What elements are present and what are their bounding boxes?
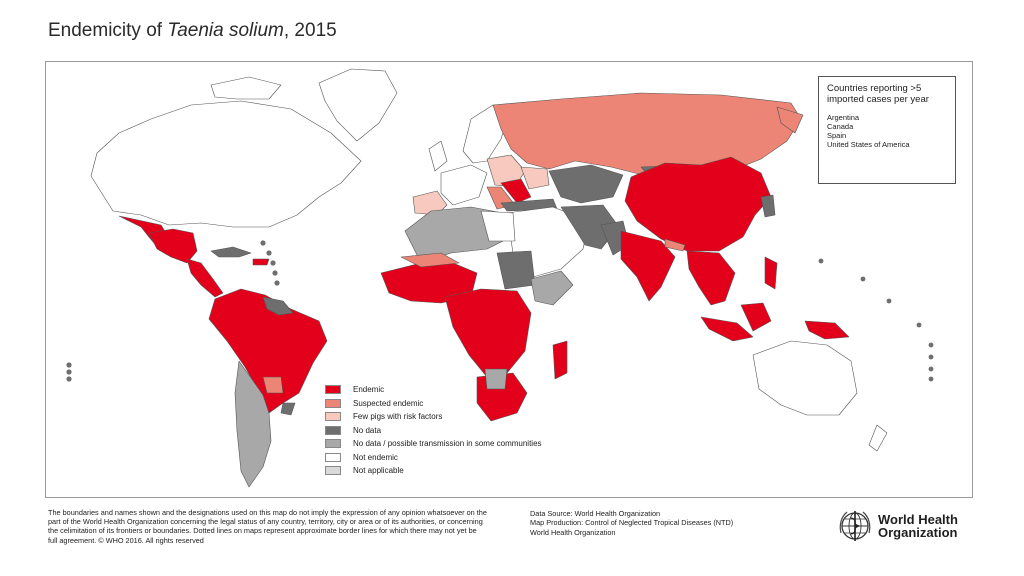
island-marker [886, 298, 892, 304]
legend-item: Not applicable [325, 464, 542, 478]
legend-swatch [325, 398, 341, 408]
legend-swatch [325, 425, 341, 435]
region-sudan [496, 250, 536, 290]
legend-item: Not endemic [325, 451, 542, 465]
island-marker [266, 250, 272, 256]
imported-cases-box: Countries reporting >5 imported cases pe… [818, 76, 956, 184]
region-eastern-europe [500, 178, 532, 204]
region-north-america [90, 100, 362, 228]
region-madagascar [552, 340, 568, 380]
world-map [66, 68, 934, 488]
legend-item: Few pigs with risk factors [325, 410, 542, 424]
region-australia [752, 340, 858, 416]
legend-item: Endemic [325, 383, 542, 397]
island-marker [66, 376, 72, 382]
region-mexico-south [148, 228, 198, 264]
region-central-america [186, 258, 224, 298]
who-logo: World Health Organization [838, 509, 958, 543]
species-name: Taenia solium [167, 20, 284, 41]
region-ukraine [520, 166, 550, 190]
region-botswana-namibia [484, 368, 508, 390]
imported-country: United States of America [827, 140, 910, 149]
island-marker [928, 376, 934, 382]
region-philippines [764, 256, 778, 290]
island-marker [818, 258, 824, 264]
region-sahel [400, 252, 460, 268]
region-greenland [318, 68, 398, 142]
region-horn-of-africa [530, 270, 574, 306]
disclaimer-text: The boundaries and names shown and the d… [48, 508, 487, 545]
who-logo-line1: World Health [878, 512, 958, 527]
region-india [620, 230, 676, 302]
island-marker [66, 362, 72, 368]
region-guianas [262, 296, 294, 316]
region-russia-far-east [776, 106, 804, 134]
region-caribbean [210, 246, 252, 258]
map-production: Map Production: Control of Neglected Tro… [530, 518, 734, 528]
region-central-asia [548, 164, 624, 204]
imported-cases-heading: Countries reporting >5 imported cases pe… [827, 83, 929, 105]
map-title: Endemicity of Taenia solium, 2015 [48, 20, 337, 41]
island-marker [928, 354, 934, 360]
island-marker [66, 369, 72, 375]
island-marker [272, 270, 278, 276]
region-iran-afghanistan [560, 204, 620, 250]
legend-swatch [325, 412, 341, 422]
region-haiti [252, 258, 270, 266]
legend-item: No data / possible transmission in some … [325, 437, 542, 451]
island-marker [274, 280, 280, 286]
data-source: Data Source: World Health Organization [530, 509, 661, 518]
region-nepal [664, 238, 686, 252]
legend-swatch [325, 466, 341, 476]
region-indonesia [700, 316, 754, 342]
island-marker [860, 276, 866, 282]
imported-country: Argentina [827, 113, 860, 122]
region-borneo [740, 302, 772, 332]
region-new-zealand [868, 424, 888, 452]
island-marker [928, 366, 934, 372]
region-china [624, 156, 772, 252]
region-argentina-chile [234, 360, 272, 488]
island-marker [260, 240, 266, 246]
region-russia [492, 92, 802, 178]
legend-item: No data [325, 424, 542, 438]
region-paraguay [262, 376, 284, 394]
region-uruguay [280, 402, 296, 416]
island-marker [928, 342, 934, 348]
map-legend: Endemic Suspected endemic Few pigs with … [325, 383, 542, 478]
who-logo-line2: Organization [878, 525, 958, 540]
region-korea-japan [760, 194, 776, 218]
region-western-europe [440, 164, 488, 206]
region-uk [428, 140, 448, 172]
imported-country: Canada [827, 122, 854, 131]
imported-country: Spain [827, 131, 847, 140]
producing-organization: World Health Organization [530, 527, 616, 537]
legend-swatch [325, 452, 341, 462]
source-credits: Data Source: World Health Organization M… [530, 509, 810, 537]
region-papua [804, 320, 850, 340]
region-southeast-asia [686, 250, 736, 306]
region-central-africa [444, 288, 532, 378]
legend-item: Suspected endemic [325, 397, 542, 411]
island-marker [916, 322, 922, 328]
region-egypt [480, 210, 516, 242]
who-emblem-icon [839, 511, 871, 541]
legend-swatch [325, 439, 341, 449]
island-marker [270, 260, 276, 266]
region-arctic-islands [210, 76, 282, 100]
legend-swatch [325, 385, 341, 395]
